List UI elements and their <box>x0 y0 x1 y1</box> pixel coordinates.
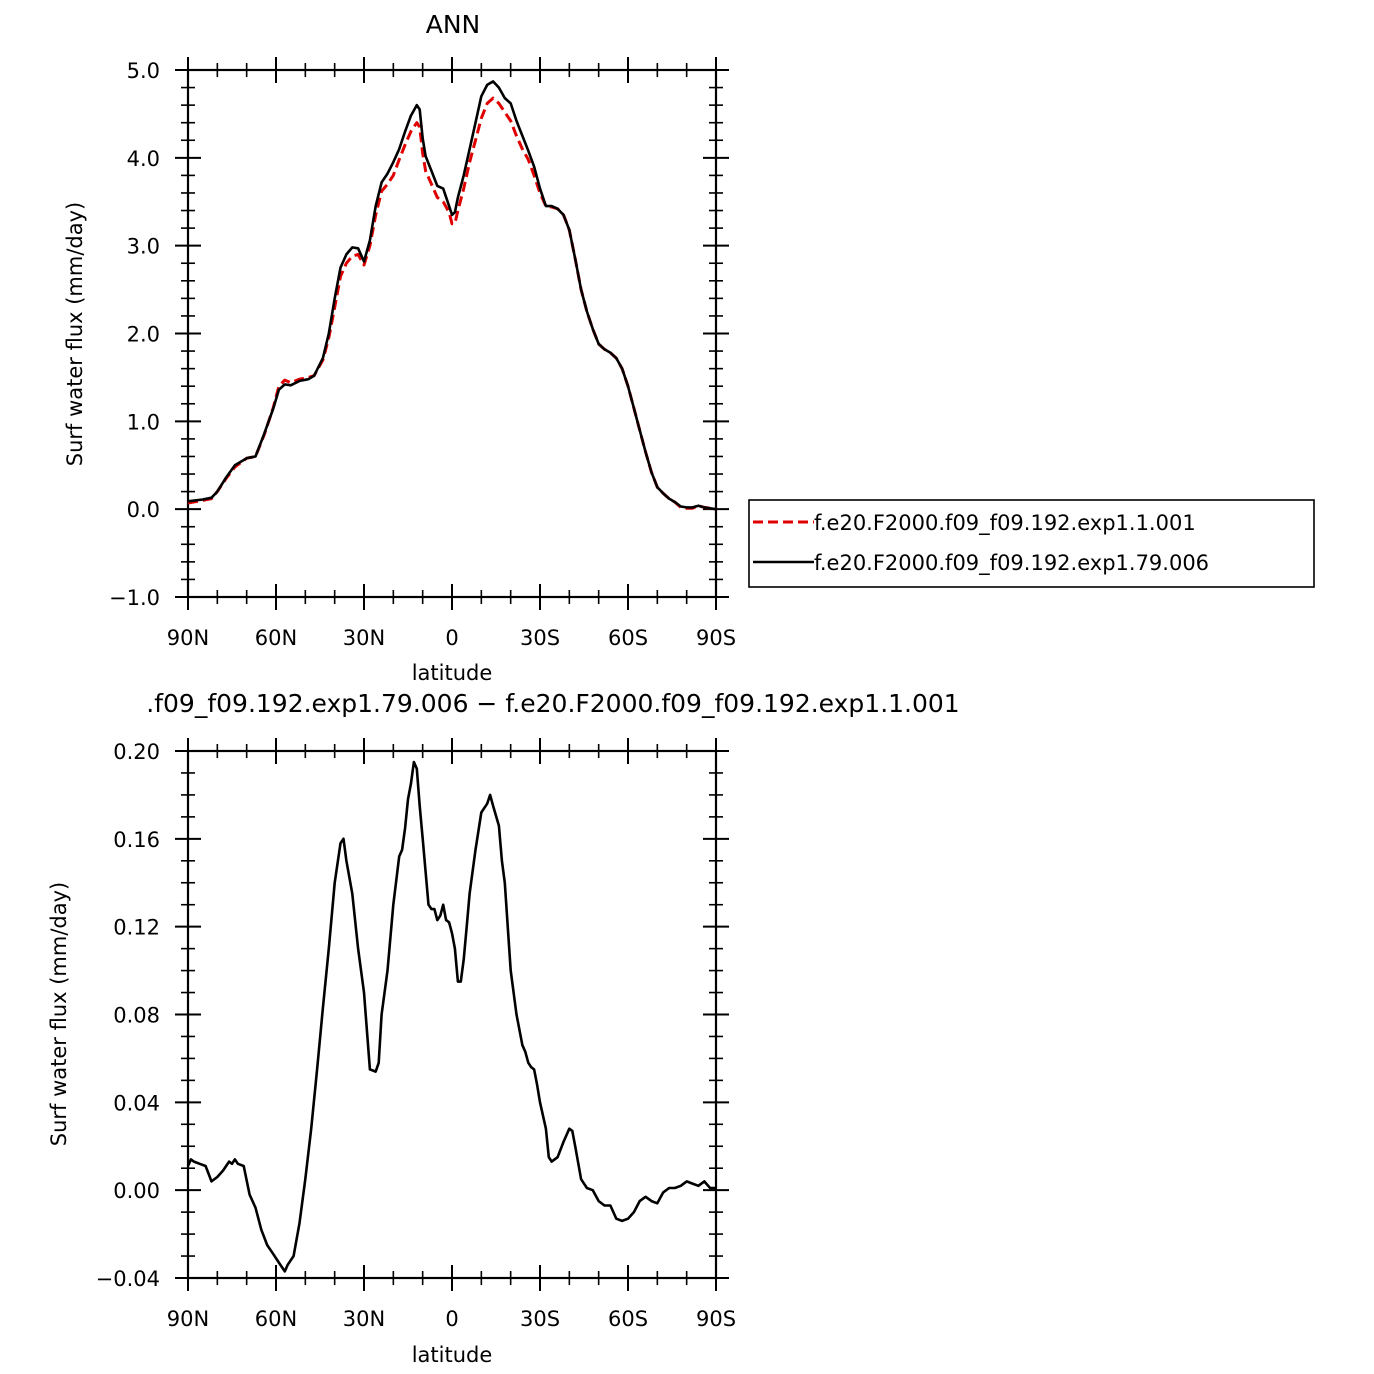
y-tick-label: 0.08 <box>113 1004 160 1028</box>
series-line-0 <box>186 760 716 1273</box>
top-chart-panel: ANN 90N 60N 30N 0 30S 60S 90S −1.0 0.0 1.0 2.0 3.0 4… <box>63 10 736 685</box>
difference-chart-panel: .f09_f09.192.exp1.79.006 − f.e20.F2000.f… <box>47 689 960 1367</box>
y-tick-label: 0.00 <box>113 1179 160 1203</box>
x-axis-label: latitude <box>412 661 493 685</box>
y-tick-label: 0.20 <box>113 740 160 764</box>
y-axis-label: Surf water flux (mm/day) <box>63 202 87 467</box>
y-tick-label: 0.04 <box>113 1091 160 1115</box>
x-tick-label: 60S <box>608 626 648 650</box>
legend: f.e20.F2000.f09_f09.192.exp1.1.001 f.e20.… <box>748 499 1315 588</box>
y-axis-label: Surf water flux (mm/day) <box>47 882 71 1147</box>
y-tick-label: 3.0 <box>127 235 160 259</box>
y-tick-label: 5.0 <box>127 59 160 83</box>
y-tick-label: 0.16 <box>113 828 160 852</box>
x-tick-label: 0 <box>445 1307 458 1331</box>
x-tick-label: 60S <box>608 1307 648 1331</box>
plot-frame <box>186 68 718 599</box>
y-tick-label: 1.0 <box>127 410 160 434</box>
x-tick-label: 90N <box>167 626 209 650</box>
x-tick-label: 30N <box>343 1307 385 1331</box>
y-tick-label: −0.04 <box>96 1267 160 1291</box>
x-tick-label: 30S <box>520 626 560 650</box>
x-tick-label: 0 <box>445 626 458 650</box>
x-tick-label: 60N <box>255 626 297 650</box>
series-line-1 <box>187 80 717 511</box>
legend-entry: f.e20.F2000.f09_f09.192.exp1.1.001 <box>814 511 1196 536</box>
x-tick-label: 60N <box>255 1307 297 1331</box>
y-tick-label: 0.0 <box>127 498 160 522</box>
y-tick-label: 2.0 <box>127 323 160 347</box>
x-axis-label: latitude <box>412 1343 493 1367</box>
x-tick-label: 90S <box>696 1307 736 1331</box>
x-tick-label: 30S <box>520 1307 560 1331</box>
y-tick-label: 4.0 <box>127 147 160 171</box>
legend-entry: f.e20.F2000.f09_f09.192.exp1.79.006 <box>814 551 1209 576</box>
x-tick-label: 30N <box>343 626 385 650</box>
legend-box <box>748 499 1315 588</box>
difference-chart-title: .f09_f09.192.exp1.79.006 − f.e20.F2000.f… <box>146 689 959 718</box>
x-tick-label: 90N <box>167 1307 209 1331</box>
top-chart-title: ANN <box>426 10 481 39</box>
y-tick-label: 0.12 <box>113 916 160 940</box>
plot-frame <box>186 749 718 1280</box>
series-line-0 <box>187 96 717 511</box>
y-tick-label: −1.0 <box>109 586 160 610</box>
x-tick-label: 90S <box>696 626 736 650</box>
